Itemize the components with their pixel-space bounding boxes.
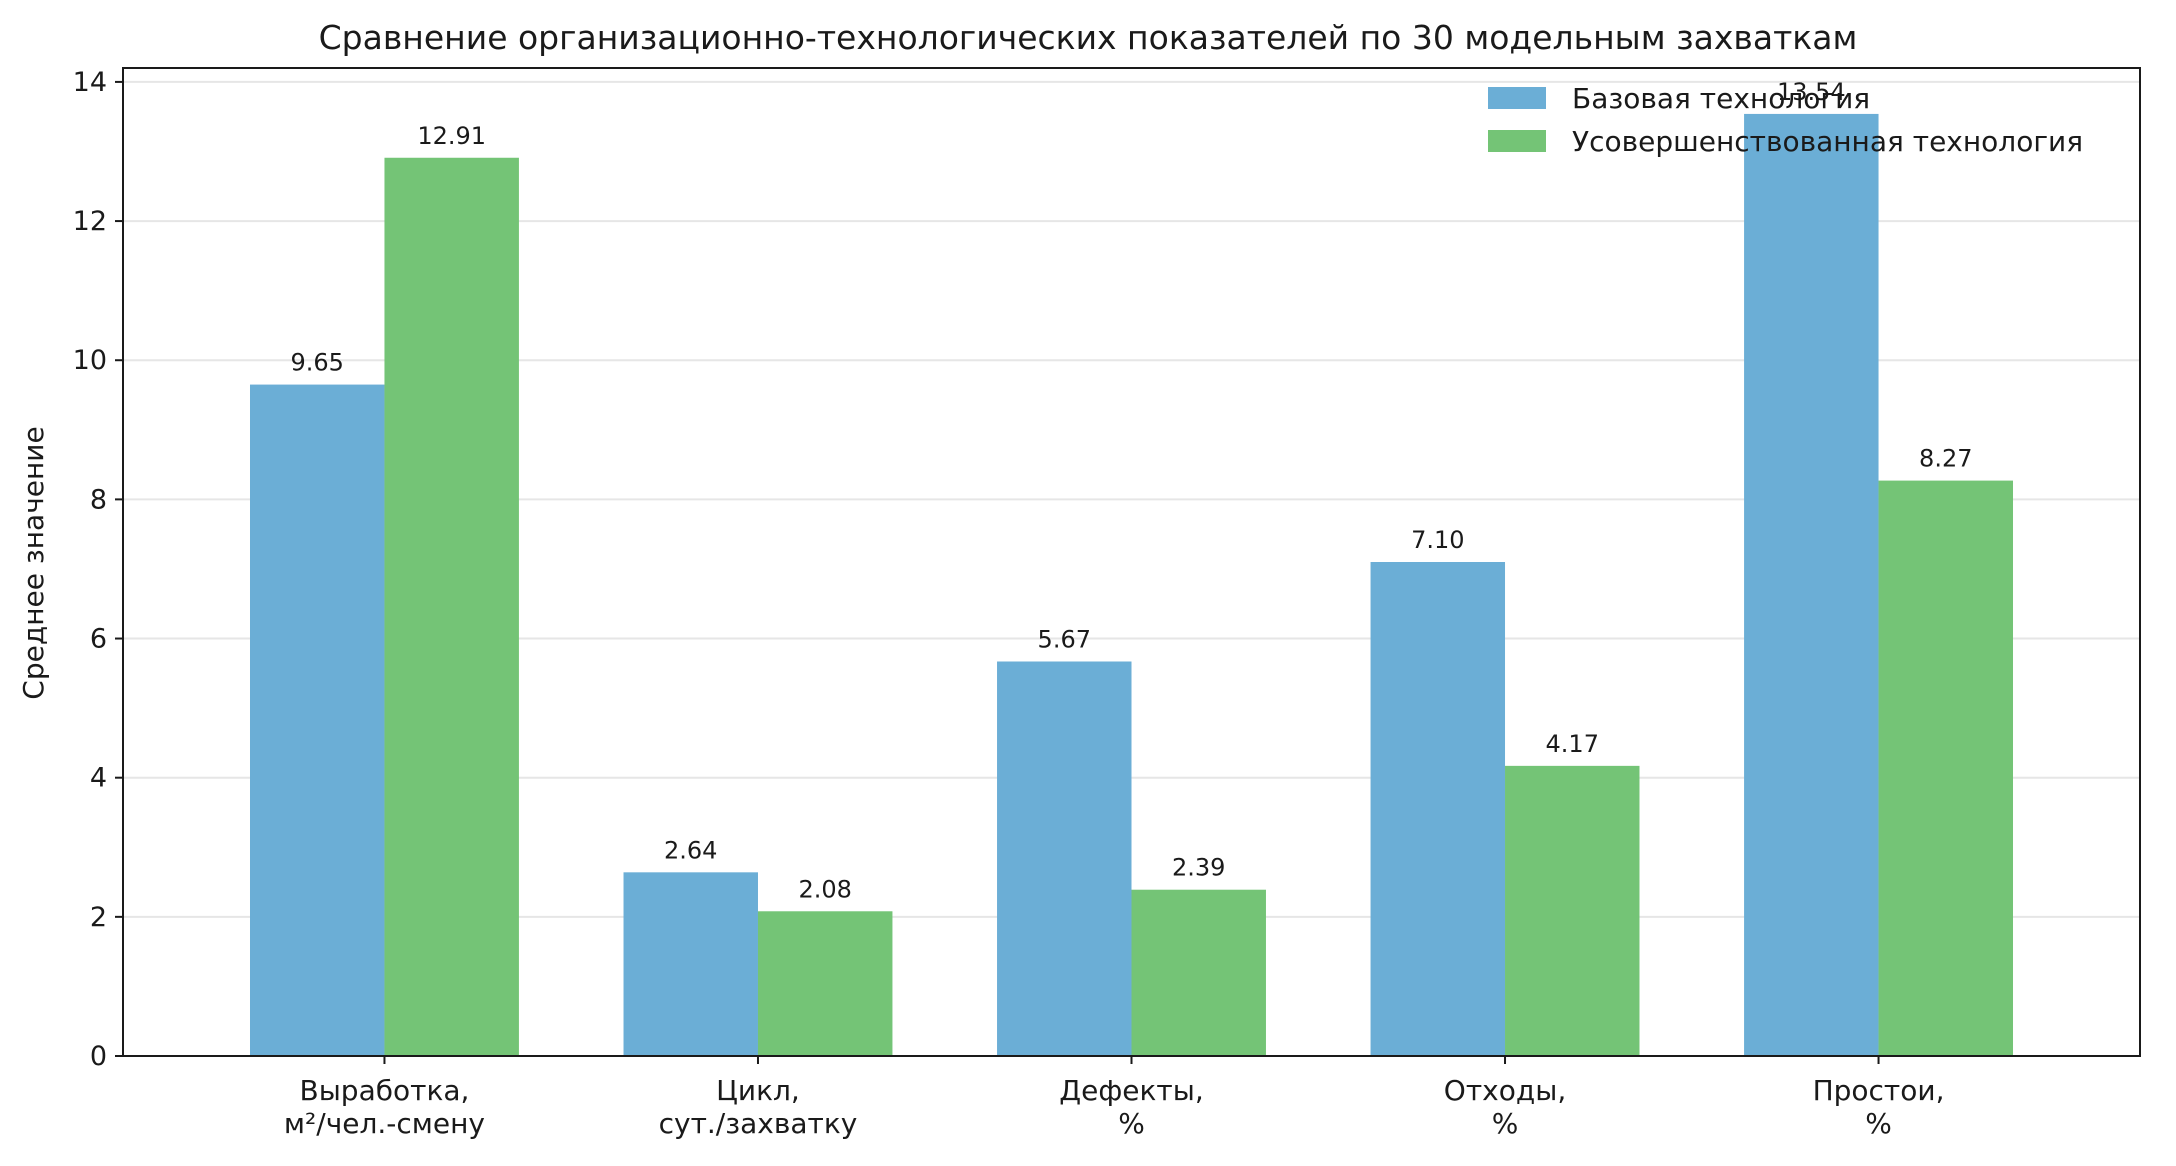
bar-value-label: 2.39 [1172,854,1225,882]
bar-value-label: 5.67 [1038,625,1091,653]
bar [757,911,893,1056]
x-tick-label: Дефекты, [1059,1074,1204,1107]
bar-value-label: 2.08 [798,875,851,903]
bar-value-label: 2.64 [664,836,717,864]
y-tick-label: 8 [90,484,107,515]
bar-value-label: 4.17 [1546,730,1599,758]
bar [384,157,519,1056]
bar [249,384,385,1056]
y-tick-label: 6 [90,624,107,655]
y-tick-label: 2 [90,902,107,933]
bar [1370,562,1506,1056]
bars [249,113,2014,1056]
x-tick-label: Простои, [1813,1074,1945,1107]
bar-value-label: 8.27 [1919,445,1972,473]
legend-swatch [1488,130,1546,152]
x-tick-label: Цикл, [716,1074,800,1107]
x-tick-label: Выработка, [299,1074,469,1107]
bar-value-label: 13.54 [1777,78,1846,106]
y-tick-label: 14 [73,67,107,98]
x-tick-label: % [1492,1107,1519,1140]
chart-title: Сравнение организационно-технологических… [319,18,1858,57]
legend-label: Базовая технология [1572,82,1870,115]
bar [1505,765,1640,1056]
x-tick-label: % [1118,1107,1145,1140]
axes: 0 2 4 6 8 10 12 14 Выработка,м²/чел.-смену Цикл,с… [73,67,2141,1140]
y-axis-label: Среднее значение [17,426,50,699]
bar [1878,480,2014,1056]
x-tick-label: сут./захватку [659,1107,858,1140]
plot-frame [122,67,2141,1057]
bar-value-label: 7.10 [1411,526,1464,554]
y-tick-label: 0 [90,1041,107,1072]
x-tick-label: Отходы, [1444,1074,1566,1107]
legend-label: Усовершенствованная технология [1572,125,2083,158]
bar-value-label: 12.91 [417,122,486,150]
y-tick-label: 4 [90,763,107,794]
x-tick-label: м²/чел.-смену [284,1107,485,1140]
y-tick-label: 12 [73,206,107,237]
bar [1744,113,1879,1056]
bar [623,872,758,1056]
bar [997,661,1132,1056]
legend: Базовая технология Усовершенствованная те… [1488,82,2083,158]
legend-swatch [1488,87,1546,109]
bar [1131,889,1266,1056]
x-tick-label: % [1865,1107,1892,1140]
y-tick-label: 10 [73,345,107,376]
bar-value-label: 9.65 [291,349,344,377]
data-labels: 9.65 12.91 2.64 2.08 5.67 2.39 7.10 4.17 13.54 8.… [291,78,1973,903]
